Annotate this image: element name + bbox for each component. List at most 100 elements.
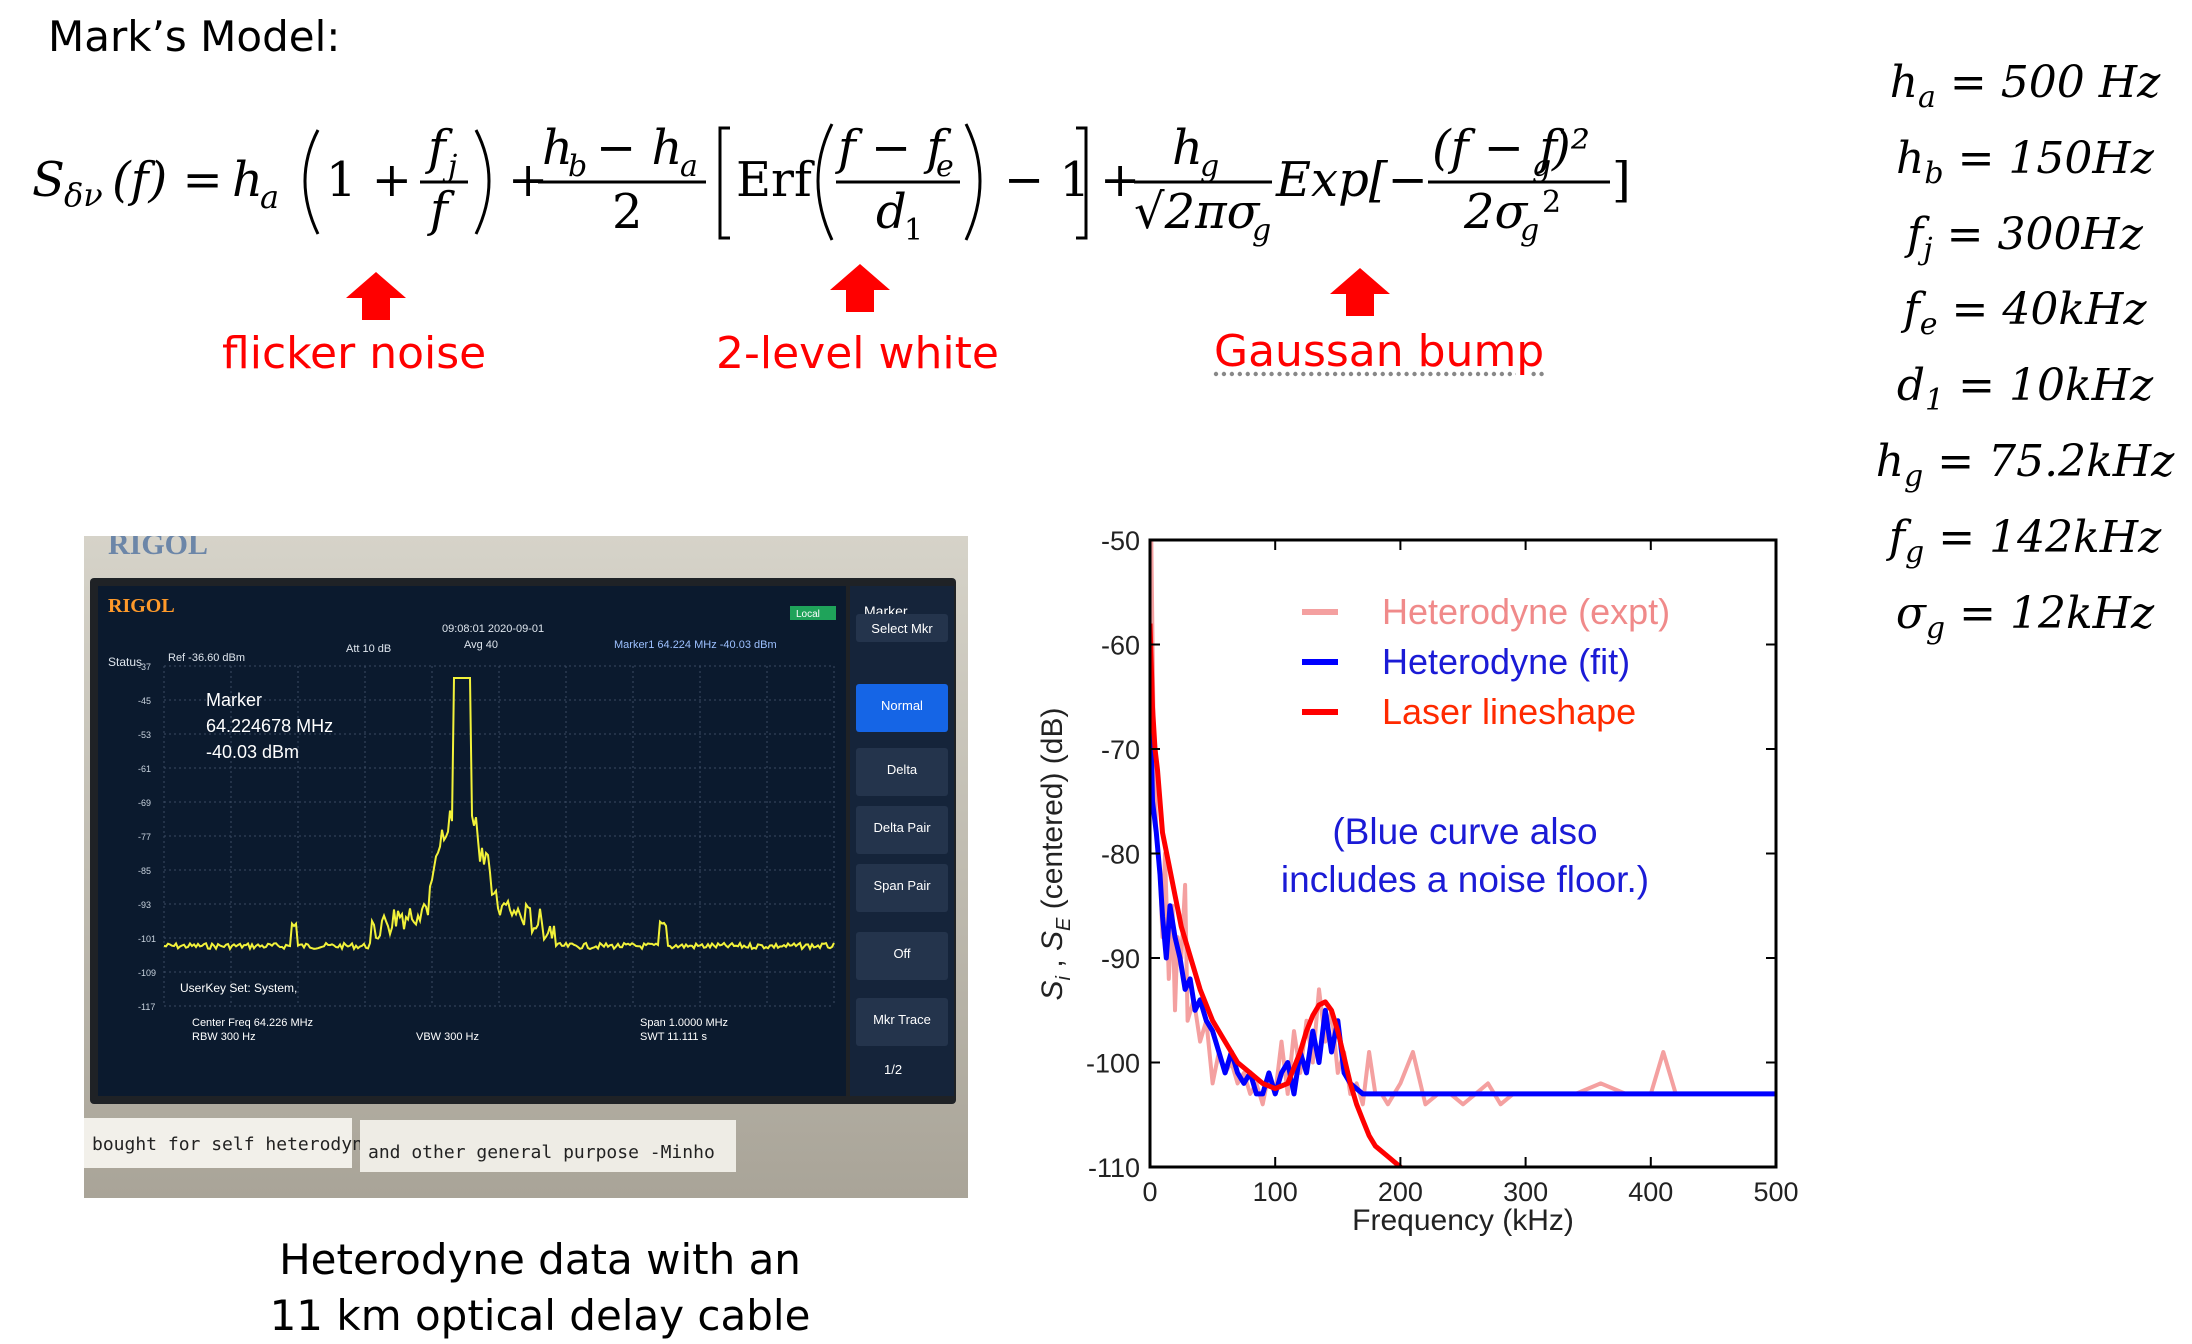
analyzer-y-tick: -69: [138, 798, 151, 808]
swt-label: SWT 11.111 s: [640, 1031, 708, 1043]
analyzer-y-tick: -117: [138, 1002, 155, 1012]
annotation-gaussian-bump: Gaussan bump: [1214, 326, 1545, 377]
x-tick-label: 300: [1503, 1177, 1548, 1207]
param-value: = 142kHz: [1924, 511, 2162, 563]
y-axis-label: Si , SE (centered) (dB): [1036, 708, 1075, 1001]
y-tick-label: -50: [1101, 526, 1140, 556]
formula-num4-sub: g: [1532, 149, 1551, 184]
chart-annotation-line2: includes a noise floor.): [1281, 859, 1649, 900]
series-line: [1150, 623, 1405, 1167]
menu-item[interactable]: [856, 748, 948, 796]
formula-hg-sub: g: [1200, 149, 1219, 184]
formula-minus-ha: − h: [596, 120, 682, 176]
spectrum-chart: 0 100 200 300 400 500-50-60-70-80-90-100-110 …: [1036, 526, 1799, 1237]
menu-item[interactable]: [856, 806, 948, 854]
param-subscript: e: [1919, 307, 1938, 343]
formula-den4: 2σ: [1463, 184, 1529, 240]
userkey-label: UserKey Set: System,: [180, 981, 297, 995]
chart-annotation-line1: (Blue curve also: [1332, 811, 1597, 852]
sticker-2: and other general purpose -Minho: [368, 1142, 715, 1163]
param-row: fg = 142kHz: [1860, 507, 2190, 583]
param-subscript: 1: [1925, 382, 1945, 418]
local-badge: Local: [796, 609, 820, 620]
spectrum-analyzer-photo: RIGOL RIGOL 09:08:01 2020-09-01 Avg 40 R…: [84, 536, 968, 1198]
center-freq-label: Center Freq 64.226 MHz: [192, 1017, 313, 1029]
menu-item-label: Delta Pair: [873, 820, 931, 835]
brand-top: RIGOL: [108, 536, 208, 561]
formula-lhs-arg: (f) =: [112, 152, 223, 208]
formula-den4-sup: 2: [1542, 185, 1561, 220]
page-indicator: 1/2: [884, 1062, 902, 1077]
param-value: = 300Hz: [1932, 208, 2143, 260]
param-value: = 500 Hz: [1935, 57, 2161, 108]
param-symbol: f: [1888, 511, 1906, 563]
param-symbol: f: [1903, 284, 1920, 336]
y-tick-label: -110: [1088, 1153, 1140, 1183]
analyzer-y-tick: -85: [138, 866, 151, 876]
page-title: Mark’s Model:: [48, 12, 341, 61]
formula-lhs-sub: δν: [64, 176, 103, 214]
marker-readout-freq: 64.224678 MHz: [206, 716, 333, 736]
formula-minus-one: − 1: [1004, 152, 1090, 208]
att-label: Att 10 dB: [346, 643, 391, 655]
time-label: 09:08:01 2020-09-01: [442, 623, 544, 635]
marker1-label: Marker1 64.224 MHz -40.03 dBm: [614, 639, 777, 651]
formula-f-minus-fe: f − f: [835, 120, 952, 176]
param-subscript: j: [1923, 231, 1933, 267]
photo-caption-line1: Heterodyne data with an: [279, 1235, 801, 1284]
formula-hb: h: [542, 120, 573, 176]
formula-two: 2: [612, 184, 643, 240]
formula-plus1: +: [508, 152, 548, 208]
menu-item[interactable]: [856, 684, 948, 732]
series-line: [1150, 686, 1776, 1097]
formula-sqrt-sub: g: [1252, 213, 1271, 248]
menu-item-label: Delta: [887, 762, 918, 777]
menu-item-label: Select Mkr: [871, 621, 933, 636]
formula-hg: h: [1172, 120, 1203, 176]
menu-item-label: Span Pair: [873, 878, 931, 893]
param-subscript: a: [1918, 79, 1936, 115]
formula-fe-sub: e: [936, 149, 954, 184]
vbw-label: VBW 300 Hz: [416, 1031, 479, 1043]
avg-label: Avg 40: [464, 639, 498, 651]
param-row: hb = 150Hz: [1860, 128, 2190, 204]
annotation-two-level-white: 2-level white: [716, 328, 999, 379]
formula-ha-sub2: a: [680, 149, 698, 184]
arrow-up-icon: [1330, 268, 1390, 316]
parameter-list: ha = 500 Hz hb = 150Hz fj = 300Hz fe = 40kH…: [1860, 52, 2190, 658]
legend-label: Heterodyne (fit): [1382, 641, 1630, 682]
analyzer-screen: RIGOL RIGOL 09:08:01 2020-09-01 Avg 40 R…: [84, 536, 968, 1198]
x-tick-label: 0: [1142, 1177, 1157, 1207]
paren-right-1: [474, 129, 491, 235]
paren-left-1: [303, 129, 320, 235]
annotation-flicker-noise: flicker noise: [222, 328, 487, 379]
y-tick-label: -60: [1101, 631, 1140, 661]
analyzer-y-ticks: -37 -45 -53 -61 -69 -77 -85 -93 -101 -109 -117: [138, 662, 156, 1012]
y-tick-label: -90: [1101, 944, 1140, 974]
formula-den4-sub: g: [1520, 213, 1539, 248]
marker-readout-title: Marker: [206, 690, 262, 710]
param-symbol: h: [1896, 132, 1925, 184]
param-subscript: g: [1904, 458, 1924, 494]
legend-label: Heterodyne (expt): [1382, 591, 1670, 632]
param-value: = 40kHz: [1937, 284, 2147, 336]
param-row: σg = 12kHz: [1860, 583, 2190, 659]
analyzer-grid: [163, 665, 835, 1007]
span-label: Span 1.0000 MHz: [640, 1017, 728, 1029]
sticker-1: bought for self heterodyne: [92, 1134, 374, 1155]
x-axis-label: Frequency (kHz): [1352, 1204, 1574, 1237]
menu-item[interactable]: [856, 998, 948, 1046]
menu-item[interactable]: [856, 864, 948, 912]
brand-logo: RIGOL: [108, 595, 175, 617]
menu-item[interactable]: [856, 614, 948, 642]
formula-exp: Exp[−: [1275, 152, 1428, 208]
param-symbol: f: [1907, 208, 1924, 260]
param-value: = 12kHz: [1945, 587, 2155, 639]
menu-item[interactable]: [856, 932, 948, 980]
x-tick-label: 500: [1753, 1177, 1798, 1207]
y-tick-label: -100: [1086, 1049, 1140, 1079]
analyzer-y-tick: -45: [138, 696, 151, 706]
formula-lhs: S: [32, 152, 65, 208]
formula-one: 1 +: [326, 152, 412, 208]
formula-ha: h: [232, 152, 263, 208]
